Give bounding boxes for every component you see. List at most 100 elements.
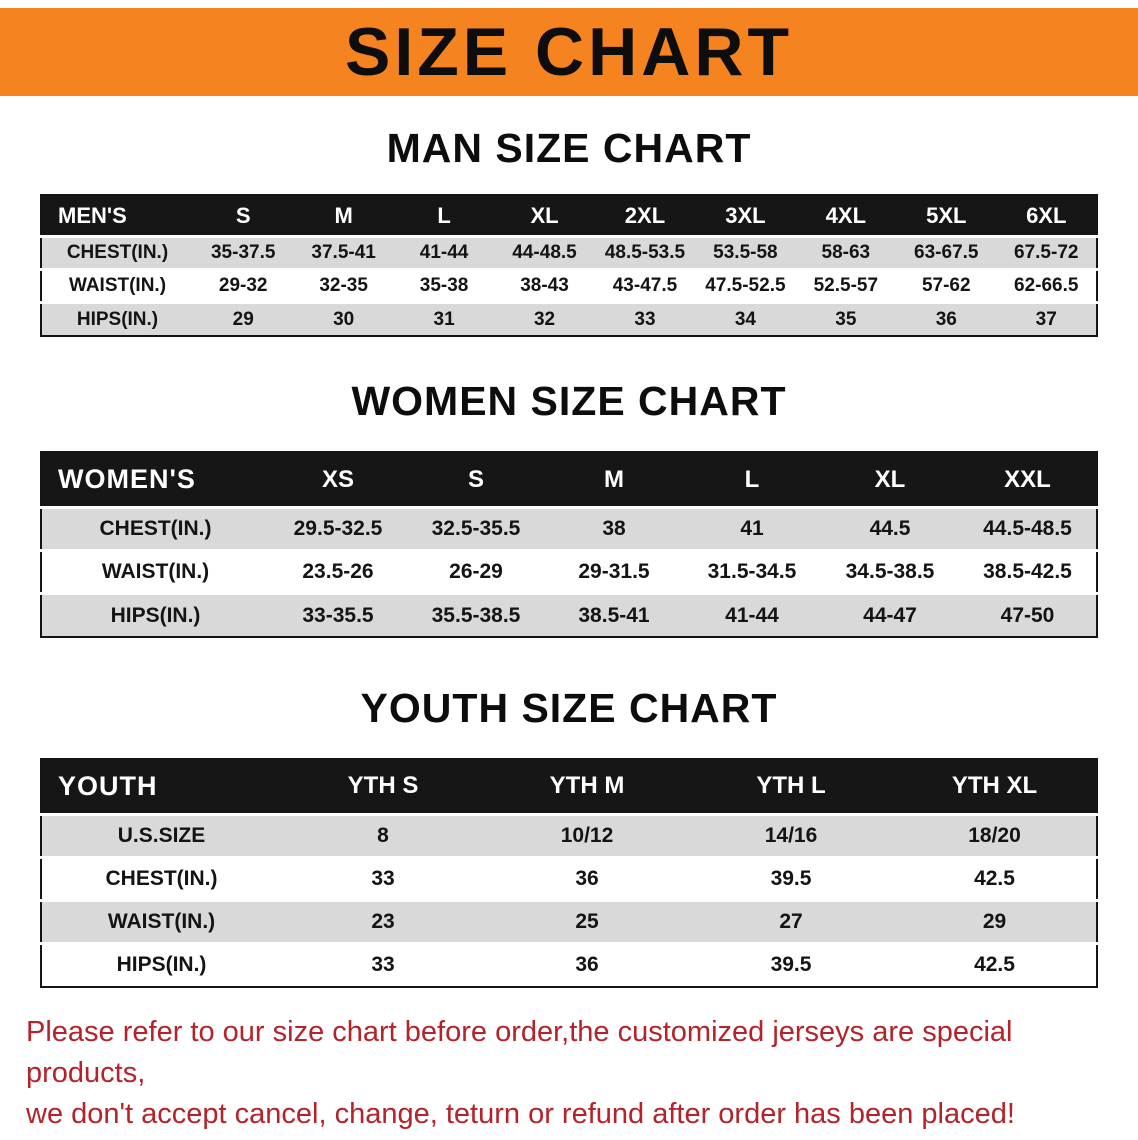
youth-size-column-header: YTH M xyxy=(485,758,689,815)
men-size-value-cell: 29-32 xyxy=(193,268,294,303)
women-size-value-cell: 32.5-35.5 xyxy=(407,506,545,551)
women-table-title: WOMEN'S xyxy=(41,451,269,508)
men-size-value-cell: 53.5-58 xyxy=(695,235,796,270)
men-size-value-cell: 52.5-57 xyxy=(795,268,897,303)
youth-size-value-cell: 27 xyxy=(689,899,893,944)
men-size-column-header: S xyxy=(193,194,294,237)
disclaimer: Please refer to our size chart before or… xyxy=(0,1012,1138,1136)
men-size-column-header: M xyxy=(293,194,394,237)
men-section-heading: MAN SIZE CHART xyxy=(386,125,752,171)
women-size-value-cell: 33-35.5 xyxy=(269,592,407,637)
women-size-value-cell: 47-50 xyxy=(959,592,1097,637)
men-size-column-header: 6XL xyxy=(996,194,1097,237)
women-row-label: WAIST(IN.) xyxy=(41,549,269,594)
men-size-column-header: 2XL xyxy=(594,194,696,237)
men-size-value-cell: 30 xyxy=(293,301,394,336)
youth-size-table: YOUTH YTH S YTH M YTH L YTH XL U.S.SIZE 8 10/12… xyxy=(40,757,1098,988)
men-row-label: WAIST(IN.) xyxy=(41,268,193,303)
men-size-value-cell: 41-44 xyxy=(393,235,495,270)
men-size-value-cell: 35-38 xyxy=(393,268,495,303)
youth-size-value-cell: 33 xyxy=(281,942,485,987)
youth-table-row: HIPS(IN.) 33 36 39.5 42.5 xyxy=(41,942,1097,987)
men-size-table: MEN'S S M L XL 2XL 3XL 4XL 5XL 6XL CHEST(IN.) 35-37… xyxy=(40,193,1098,337)
youth-size-value-cell: 25 xyxy=(485,899,689,944)
youth-size-value-cell: 42.5 xyxy=(893,942,1097,987)
women-size-column-header: M xyxy=(545,451,683,508)
women-table-row: HIPS(IN.) 33-35.5 35.5-38.5 38.5-41 41-44 44-… xyxy=(41,592,1097,637)
women-size-value-cell: 38.5-41 xyxy=(545,592,683,637)
men-size-value-cell: 34 xyxy=(695,301,796,336)
men-size-value-cell: 67.5-72 xyxy=(996,235,1097,270)
youth-size-value-cell: 36 xyxy=(485,856,689,901)
women-size-table: WOMEN'S XS S M L XL XXL CHEST(IN.) 29.5-32.5 32.5… xyxy=(40,450,1098,638)
women-size-value-cell: 26-29 xyxy=(407,549,545,594)
men-size-value-cell: 37 xyxy=(996,301,1097,336)
women-size-value-cell: 34.5-38.5 xyxy=(821,549,959,594)
men-size-column-header: 4XL xyxy=(795,194,897,237)
men-size-value-cell: 35-37.5 xyxy=(193,235,294,270)
men-size-value-cell: 43-47.5 xyxy=(594,268,696,303)
men-row-label: CHEST(IN.) xyxy=(41,235,193,270)
men-table-row: HIPS(IN.) 29 30 31 32 33 34 35 36 37 xyxy=(41,301,1097,336)
women-size-value-cell: 31.5-34.5 xyxy=(683,549,821,594)
men-table-title: MEN'S xyxy=(41,194,193,237)
youth-table-title: YOUTH xyxy=(41,758,281,815)
men-table-row: WAIST(IN.) 29-32 32-35 35-38 38-43 43-47.5 47.… xyxy=(41,268,1097,303)
youth-row-label: HIPS(IN.) xyxy=(41,942,281,987)
youth-size-value-cell: 8 xyxy=(281,813,485,858)
men-table-header-row: MEN'S S M L XL 2XL 3XL 4XL 5XL 6XL xyxy=(41,194,1097,237)
men-size-value-cell: 38-43 xyxy=(494,268,595,303)
size-chart-sections: MAN SIZE CHART MEN'S S M L XL 2XL 3XL 4XL 5XL 6XL C… xyxy=(0,125,1138,988)
women-size-column-header: S xyxy=(407,451,545,508)
size-chart-banner: SIZE CHART xyxy=(0,8,1138,96)
men-size-value-cell: 32-35 xyxy=(293,268,394,303)
women-size-value-cell: 29-31.5 xyxy=(545,549,683,594)
youth-row-label: U.S.SIZE xyxy=(41,813,281,858)
women-size-chart-section: WOMEN SIZE CHART WOMEN'S XS S M L XL XXL CHEST(I… xyxy=(0,377,1138,638)
disclaimer-line-1: Please refer to our size chart before or… xyxy=(26,1015,1013,1089)
women-row-label: CHEST(IN.) xyxy=(41,506,269,551)
men-size-column-header: 5XL xyxy=(896,194,997,237)
youth-size-value-cell: 42.5 xyxy=(893,856,1097,901)
men-table-row: CHEST(IN.) 35-37.5 37.5-41 41-44 44-48.5 48.5… xyxy=(41,235,1097,270)
youth-table-row: WAIST(IN.) 23 25 27 29 xyxy=(41,899,1097,944)
men-size-column-header: 3XL xyxy=(695,194,796,237)
women-size-column-header: XS xyxy=(269,451,407,508)
women-size-column-header: XXL xyxy=(959,451,1097,508)
men-size-column-header: L xyxy=(393,194,495,237)
youth-section-heading: YOUTH SIZE CHART xyxy=(360,684,778,731)
youth-size-value-cell: 29 xyxy=(893,899,1097,944)
women-size-value-cell: 38.5-42.5 xyxy=(959,549,1097,594)
youth-table-header-row: YOUTH YTH S YTH M YTH L YTH XL xyxy=(41,758,1097,815)
banner-title: SIZE CHART xyxy=(345,14,793,90)
youth-size-value-cell: 14/16 xyxy=(689,813,893,858)
men-size-chart-section: MAN SIZE CHART MEN'S S M L XL 2XL 3XL 4XL 5XL 6XL C… xyxy=(0,125,1138,337)
women-size-value-cell: 44-47 xyxy=(821,592,959,637)
youth-row-label: WAIST(IN.) xyxy=(41,899,281,944)
men-size-value-cell: 35 xyxy=(795,301,897,336)
men-size-value-cell: 58-63 xyxy=(795,235,897,270)
women-size-value-cell: 41-44 xyxy=(683,592,821,637)
youth-size-value-cell: 39.5 xyxy=(689,856,893,901)
men-size-value-cell: 29 xyxy=(193,301,294,336)
men-size-value-cell: 63-67.5 xyxy=(896,235,997,270)
size-chart-page: SIZE CHART MAN SIZE CHART MEN'S S M L XL 2XL 3X… xyxy=(0,8,1138,1135)
men-size-value-cell: 32 xyxy=(494,301,595,336)
men-size-value-cell: 33 xyxy=(594,301,696,336)
men-size-value-cell: 57-62 xyxy=(896,268,997,303)
men-size-value-cell: 37.5-41 xyxy=(293,235,394,270)
women-size-value-cell: 41 xyxy=(683,506,821,551)
men-row-label: HIPS(IN.) xyxy=(41,301,193,336)
youth-size-column-header: YTH L xyxy=(689,758,893,815)
disclaimer-line-2: we don't accept cancel, change, teturn o… xyxy=(26,1098,1015,1131)
men-size-value-cell: 31 xyxy=(393,301,495,336)
youth-size-chart-section: YOUTH SIZE CHART YOUTH YTH S YTH M YTH L YTH … xyxy=(0,684,1138,988)
women-section-heading: WOMEN SIZE CHART xyxy=(351,377,787,424)
women-size-value-cell: 29.5-32.5 xyxy=(269,506,407,551)
women-table-row: CHEST(IN.) 29.5-32.5 32.5-35.5 38 41 44.5 44.5… xyxy=(41,506,1097,551)
youth-size-column-header: YTH XL xyxy=(893,758,1097,815)
women-row-label: HIPS(IN.) xyxy=(41,592,269,637)
women-size-value-cell: 38 xyxy=(545,506,683,551)
youth-size-column-header: YTH S xyxy=(281,758,485,815)
men-size-column-header: XL xyxy=(494,194,595,237)
